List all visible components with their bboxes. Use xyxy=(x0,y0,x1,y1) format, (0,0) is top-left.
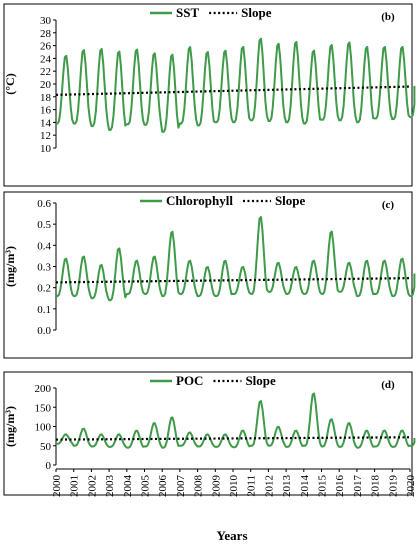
x-tick-label: 2009 xyxy=(210,475,222,498)
y-tick-label: 24 xyxy=(40,53,52,65)
x-tick-label: 2012 xyxy=(263,475,275,497)
x-tick-label: 2017 xyxy=(352,475,364,498)
y-axis-label: (°C) xyxy=(3,73,17,94)
x-tick-label: 2008 xyxy=(193,475,205,498)
x-tick-label: 2001 xyxy=(69,475,81,497)
series-line xyxy=(55,216,416,302)
x-tick-label: 2006 xyxy=(157,475,169,498)
legend-slope-label: Slope xyxy=(245,373,276,388)
x-tick-label: 2016 xyxy=(334,475,346,498)
x-tick-label: 2010 xyxy=(228,475,240,498)
y-tick-label: 10 xyxy=(40,143,52,155)
y-tick-label: 0.3 xyxy=(37,262,51,274)
panel-1: 0.0 0.1 0.2 0.3 0.4 0.5 0.6 (mg/m³) Chlorophyll S… xyxy=(3,191,416,359)
y-tick-label: 200 xyxy=(35,383,52,395)
y-tick-label: 18 xyxy=(40,92,52,104)
y-tick-label: 28 xyxy=(40,28,52,40)
y-tick-label: 20 xyxy=(40,79,52,91)
y-tick-label: 16 xyxy=(40,105,52,117)
y-tick-label: 0.4 xyxy=(37,240,51,252)
panel-frame xyxy=(3,191,413,359)
legend-slope-label: Slope xyxy=(275,193,306,208)
slope-line xyxy=(55,85,411,96)
x-tick-label: 2003 xyxy=(104,475,116,498)
legend-series-label: SST xyxy=(176,5,199,20)
panel-2: 0 50 100 150 200 (mg/m³) POC Slope (d) xyxy=(3,371,416,496)
x-axis-label: Years xyxy=(216,528,247,543)
slope-line xyxy=(55,277,411,284)
panel-label: (b) xyxy=(381,11,395,23)
x-tick-label: 2018 xyxy=(370,475,382,498)
y-tick-label: 30 xyxy=(40,15,52,27)
y-tick-label: 0.2 xyxy=(37,283,51,295)
y-tick-label: 12 xyxy=(40,130,51,142)
y-tick-label: 150 xyxy=(35,402,52,414)
slope-line xyxy=(55,436,411,441)
x-tick-label: 2002 xyxy=(86,475,98,497)
x-tick-label: 2014 xyxy=(299,475,311,498)
x-tick-label: 2019 xyxy=(387,475,399,498)
x-tick-label: 2005 xyxy=(140,475,152,498)
x-tick-label: 2013 xyxy=(281,475,293,498)
legend-series-label: Chlorophyll xyxy=(166,193,233,208)
x-tick-label: 2015 xyxy=(317,475,329,498)
y-axis-label: (mg/m³) xyxy=(3,246,17,287)
y-tick-label: 14 xyxy=(40,117,52,129)
x-tick-label: 2020 xyxy=(405,475,417,498)
y-tick-label: 50 xyxy=(40,441,52,453)
y-tick-label: 0.0 xyxy=(37,325,51,337)
y-tick-label: 0.1 xyxy=(37,304,51,316)
y-tick-label: 22 xyxy=(40,66,51,78)
panel-label: (c) xyxy=(382,199,395,211)
y-tick-label: 26 xyxy=(40,41,52,53)
x-tick-label: 2004 xyxy=(122,475,134,498)
legend-series-label: POC xyxy=(176,373,203,388)
x-tick-label: 2007 xyxy=(175,475,187,498)
y-axis-label: (mg/m³) xyxy=(3,406,17,447)
legend-slope-label: Slope xyxy=(241,5,272,20)
y-tick-label: 0.6 xyxy=(37,198,51,210)
panel-label: (d) xyxy=(381,379,395,391)
x-tick-label: 2000 xyxy=(51,475,63,498)
y-tick-label: 0.5 xyxy=(37,219,51,231)
x-tick-label: 2011 xyxy=(246,475,258,497)
series-line xyxy=(55,37,416,133)
y-tick-label: 100 xyxy=(35,422,52,434)
y-tick-label: 0 xyxy=(46,460,52,472)
